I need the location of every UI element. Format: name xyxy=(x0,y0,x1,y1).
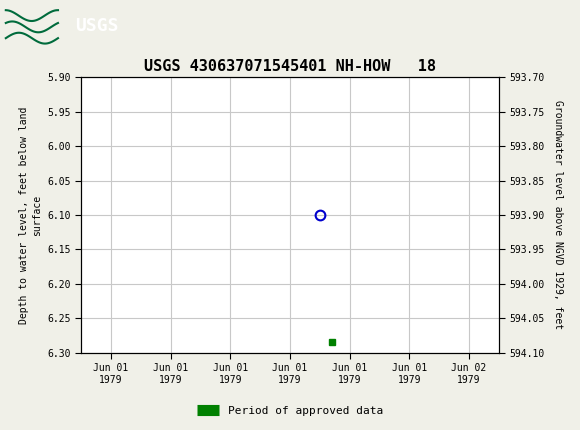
Y-axis label: Groundwater level above NGVD 1929, feet: Groundwater level above NGVD 1929, feet xyxy=(553,101,563,329)
Text: USGS 430637071545401 NH-HOW   18: USGS 430637071545401 NH-HOW 18 xyxy=(144,59,436,74)
Y-axis label: Depth to water level, feet below land
surface: Depth to water level, feet below land su… xyxy=(19,106,42,324)
Text: USGS: USGS xyxy=(75,17,119,35)
Legend: Period of approved data: Period of approved data xyxy=(193,401,387,420)
